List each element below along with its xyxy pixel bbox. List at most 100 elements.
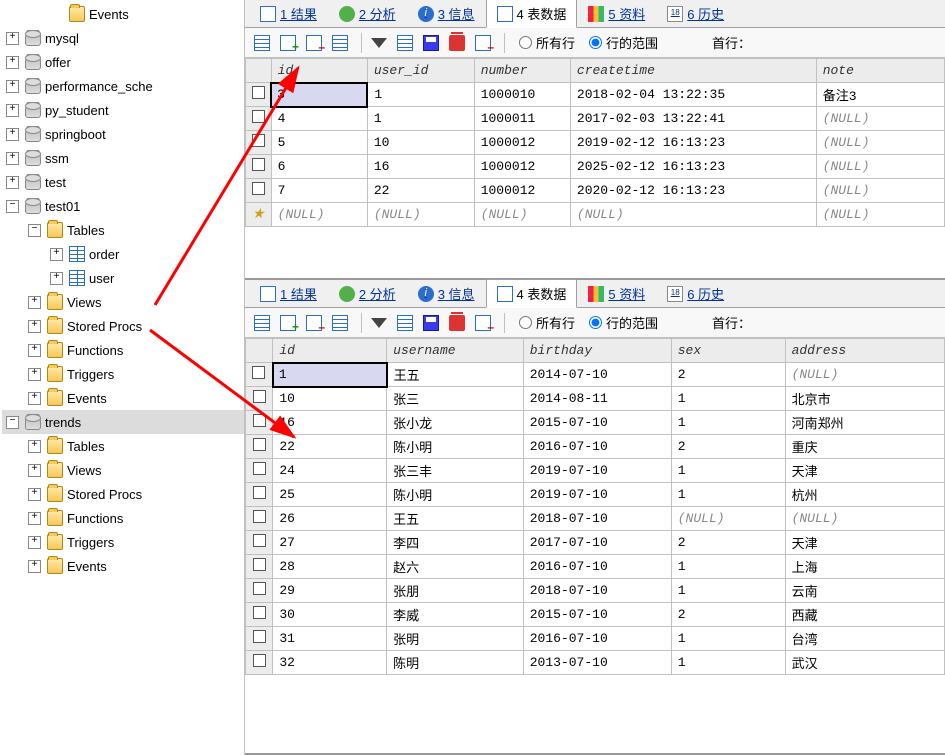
cell[interactable]: 陈小明 <box>387 483 524 507</box>
cell[interactable]: 10 <box>367 131 474 155</box>
radio-all-rows[interactable]: 所有行 <box>519 313 575 332</box>
table-row[interactable]: 31张明2016-07-101台湾 <box>246 627 945 651</box>
btn-grid-refresh-icon[interactable] <box>329 312 351 334</box>
cell[interactable]: 武汉 <box>785 651 944 675</box>
cell[interactable]: 李四 <box>387 531 524 555</box>
cell[interactable]: 台湾 <box>785 627 944 651</box>
tree-item-order[interactable]: order <box>2 242 244 266</box>
cell[interactable]: (NULL) <box>367 203 474 227</box>
tab-6历史[interactable]: 6 历史 <box>656 279 735 308</box>
table-row[interactable]: 72210000122020-02-12 16:13:23(NULL) <box>246 179 945 203</box>
expand-icon[interactable] <box>28 536 41 549</box>
tab-1结果[interactable]: 1 结果 <box>249 0 328 28</box>
cell[interactable]: 2019-02-12 16:13:23 <box>570 131 816 155</box>
cell[interactable]: 1 <box>671 651 785 675</box>
cell[interactable]: 云南 <box>785 579 944 603</box>
cell[interactable]: 西藏 <box>785 603 944 627</box>
col-user_id[interactable]: user_id <box>367 59 474 83</box>
cell[interactable]: (NULL) <box>271 203 367 227</box>
row-checkbox[interactable] <box>253 390 266 403</box>
radio-row-range[interactable]: 行的范围 <box>589 33 658 52</box>
cell[interactable]: 1 <box>367 83 474 107</box>
col-birthday[interactable]: birthday <box>523 339 671 363</box>
btn-clear-icon[interactable] <box>472 312 494 334</box>
tree-item-test01[interactable]: test01 <box>2 194 244 218</box>
tree-item-stored-procs[interactable]: Stored Procs <box>2 314 244 338</box>
cell[interactable]: 16 <box>273 411 387 435</box>
row-checkbox[interactable] <box>252 86 265 99</box>
cell[interactable]: 22 <box>273 435 387 459</box>
cell[interactable]: 1 <box>367 107 474 131</box>
tree-item-performance_sche[interactable]: performance_sche <box>2 74 244 98</box>
cell[interactable]: 30 <box>273 603 387 627</box>
expand-icon[interactable] <box>6 128 19 141</box>
col-id[interactable]: id <box>271 59 367 83</box>
cell[interactable]: 2 <box>671 435 785 459</box>
col-sex[interactable]: sex <box>671 339 785 363</box>
row-checkbox[interactable] <box>253 606 266 619</box>
row-checkbox[interactable] <box>253 510 266 523</box>
tree-item-events[interactable]: Events <box>2 386 244 410</box>
tree-item-functions[interactable]: Functions <box>2 506 244 530</box>
tree-item-stored-procs[interactable]: Stored Procs <box>2 482 244 506</box>
cell[interactable]: 上海 <box>785 555 944 579</box>
cell[interactable]: 2013-07-10 <box>523 651 671 675</box>
grid-order[interactable]: iduser_idnumbercreatetimenote31100001020… <box>245 58 945 278</box>
cell[interactable]: 王五 <box>387 507 524 531</box>
table-row[interactable]: 10张三2014-08-111北京市 <box>246 387 945 411</box>
cell[interactable]: 27 <box>273 531 387 555</box>
cell[interactable]: 1 <box>273 363 387 387</box>
tab-3信息[interactable]: 3 信息 <box>407 279 486 308</box>
cell[interactable]: 杭州 <box>785 483 944 507</box>
cell[interactable]: 1000012 <box>474 155 570 179</box>
cell[interactable]: 张朋 <box>387 579 524 603</box>
expand-icon[interactable] <box>6 176 19 189</box>
cell[interactable]: 张三丰 <box>387 459 524 483</box>
cell[interactable]: 2016-07-10 <box>523 555 671 579</box>
tab-2分析[interactable]: 2 分析 <box>328 279 407 308</box>
btn-save-icon[interactable] <box>420 32 442 54</box>
cell[interactable]: (NULL) <box>671 507 785 531</box>
cell[interactable]: 2016-07-10 <box>523 435 671 459</box>
col-number[interactable]: number <box>474 59 570 83</box>
row-checkbox[interactable] <box>253 462 266 475</box>
cell[interactable]: 2015-07-10 <box>523 603 671 627</box>
tree-item-triggers[interactable]: Triggers <box>2 362 244 386</box>
cell[interactable]: 1000012 <box>474 131 570 155</box>
tree-item-events[interactable]: Events <box>2 554 244 578</box>
btn-grid-del-icon[interactable] <box>303 32 325 54</box>
tree-item-springboot[interactable]: springboot <box>2 122 244 146</box>
new-row[interactable]: ★(NULL)(NULL)(NULL)(NULL)(NULL) <box>246 203 945 227</box>
expand-icon[interactable] <box>50 248 63 261</box>
row-checkbox[interactable] <box>253 438 266 451</box>
cell[interactable]: 2018-07-10 <box>523 579 671 603</box>
tree-item-user[interactable]: user <box>2 266 244 290</box>
expand-icon[interactable] <box>28 296 41 309</box>
cell[interactable]: 重庆 <box>785 435 944 459</box>
cell[interactable]: 2017-02-03 13:22:41 <box>570 107 816 131</box>
cell[interactable]: 陈小明 <box>387 435 524 459</box>
cell[interactable]: 1000012 <box>474 179 570 203</box>
cell[interactable]: (NULL) <box>570 203 816 227</box>
collapse-icon[interactable] <box>6 416 19 429</box>
expand-icon[interactable] <box>6 104 19 117</box>
row-checkbox[interactable] <box>253 654 266 667</box>
radio-row-range[interactable]: 行的范围 <box>589 313 658 332</box>
cell[interactable]: 31 <box>273 627 387 651</box>
cell[interactable]: (NULL) <box>785 507 944 531</box>
cell[interactable]: 1 <box>671 483 785 507</box>
btn-grid2-icon[interactable] <box>394 32 416 54</box>
cell[interactable]: 天津 <box>785 531 944 555</box>
tree-item-functions[interactable]: Functions <box>2 338 244 362</box>
cell[interactable]: 2019-07-10 <box>523 483 671 507</box>
cell[interactable]: 1 <box>671 411 785 435</box>
cell[interactable]: 2017-07-10 <box>523 531 671 555</box>
expand-icon[interactable] <box>28 392 41 405</box>
tree-item-events[interactable]: Events <box>2 2 244 26</box>
cell[interactable]: 2018-02-04 13:22:35 <box>570 83 816 107</box>
table-row[interactable]: 26王五2018-07-10(NULL)(NULL) <box>246 507 945 531</box>
cell[interactable]: 4 <box>271 107 367 131</box>
tree-item-tables[interactable]: Tables <box>2 218 244 242</box>
table-row[interactable]: 24张三丰2019-07-101天津 <box>246 459 945 483</box>
table-row[interactable]: 1王五2014-07-102(NULL) <box>246 363 945 387</box>
